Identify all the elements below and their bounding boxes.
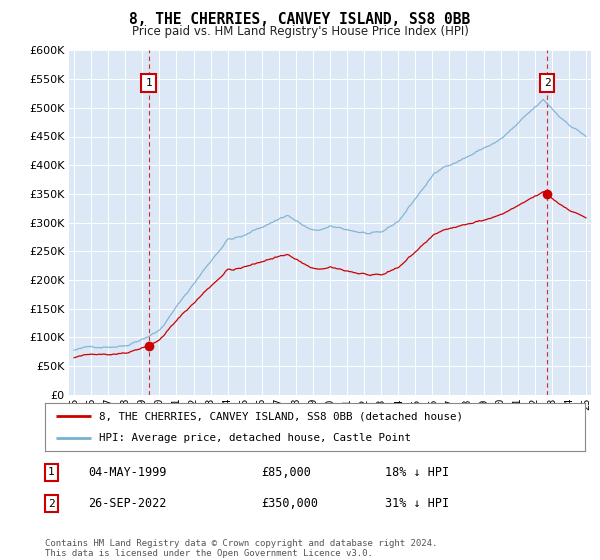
Text: 1: 1 xyxy=(48,468,55,478)
Text: 31% ↓ HPI: 31% ↓ HPI xyxy=(385,497,449,510)
Text: 1: 1 xyxy=(145,78,152,88)
Text: 8, THE CHERRIES, CANVEY ISLAND, SS8 0BB (detached house): 8, THE CHERRIES, CANVEY ISLAND, SS8 0BB … xyxy=(99,411,463,421)
Text: 04-MAY-1999: 04-MAY-1999 xyxy=(88,466,167,479)
Text: 8, THE CHERRIES, CANVEY ISLAND, SS8 0BB: 8, THE CHERRIES, CANVEY ISLAND, SS8 0BB xyxy=(130,12,470,27)
Text: Contains HM Land Registry data © Crown copyright and database right 2024.
This d: Contains HM Land Registry data © Crown c… xyxy=(45,539,437,558)
Text: 18% ↓ HPI: 18% ↓ HPI xyxy=(385,466,449,479)
Text: £350,000: £350,000 xyxy=(261,497,318,510)
Text: 2: 2 xyxy=(544,78,551,88)
Text: 2: 2 xyxy=(48,499,55,508)
Text: HPI: Average price, detached house, Castle Point: HPI: Average price, detached house, Cast… xyxy=(99,433,411,443)
Text: £85,000: £85,000 xyxy=(261,466,311,479)
Text: Price paid vs. HM Land Registry's House Price Index (HPI): Price paid vs. HM Land Registry's House … xyxy=(131,25,469,38)
Text: 26-SEP-2022: 26-SEP-2022 xyxy=(88,497,167,510)
